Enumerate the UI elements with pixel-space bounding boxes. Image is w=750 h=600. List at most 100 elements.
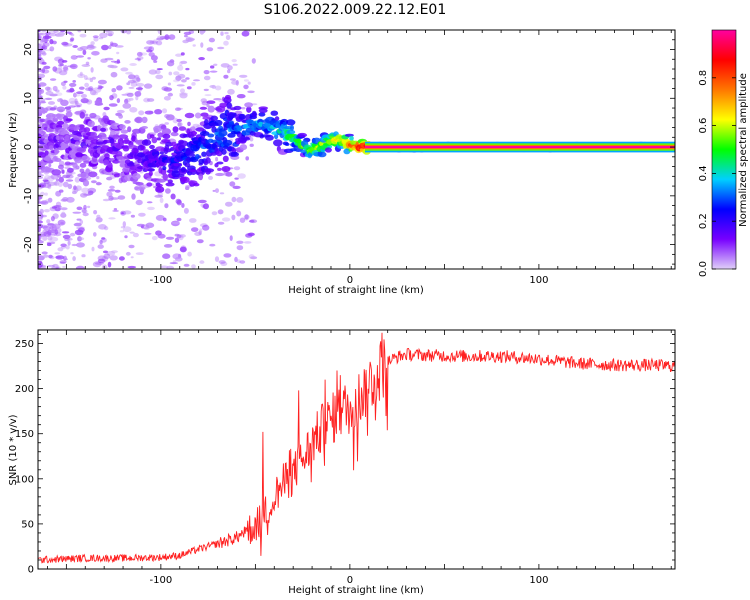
spectrogram-cell [69,100,79,105]
spectrogram-cell [41,30,47,33]
spectrogram-cell [192,44,196,47]
spectrogram-cell [61,60,68,63]
spectrogram-tone-band [365,146,675,149]
spectrogram-cell [138,110,145,116]
spectrogram-cell [39,101,47,104]
spectrogram-cell [209,243,216,247]
spectrogram-cell [107,261,112,268]
colorbar-tick-label: 0.0 [698,261,709,277]
spectrogram-cell [126,82,131,86]
spectrogram-cell [60,81,66,87]
spectrogram-cell [101,44,109,51]
snr-xtick-label: 0 [347,575,353,586]
spectrogram-cell [122,221,127,228]
spectrogram-cell [185,186,190,190]
colorbar-frame [711,29,737,270]
spectrogram-cell [166,265,174,269]
spectrogram-cell [66,89,75,93]
spectrogram-cell [62,66,69,72]
spectrogram-cell [75,103,83,107]
spectrogram-cell [143,232,152,235]
spectrogram-cell [110,41,114,46]
snr-ytick-label: 50 [21,519,34,530]
spectrogram-cell [147,168,155,172]
spectrogram-cell [234,177,239,180]
spectrogram-cell [216,161,224,165]
spectrogram-cell [349,135,354,141]
spectrogram-cell [155,74,164,80]
spectrogram-cell [108,103,118,107]
spectrogram-cell [204,94,212,97]
spectrogram-cell [39,201,47,205]
spectrogram-cell [43,180,50,185]
spectrogram-cell [115,150,123,158]
snr-ytick-label: 200 [15,384,34,395]
spectrogram-cell [53,232,62,237]
spectrogram-cell [210,115,218,122]
spectrogram-cell [102,198,110,202]
spectrogram-cell [120,226,125,229]
spectrogram-cell [156,37,164,41]
spectrogram-cell [136,77,141,82]
spectrogram-cell [54,227,62,234]
spectrogram-cell [59,30,66,33]
spectrogram-cell [145,222,155,229]
spectrogram-cell [231,80,239,85]
spectrogram-cell [265,134,274,141]
spectrogram-cell [203,203,209,210]
spectrogram-cell [70,33,75,37]
spectrogram-cell [107,189,116,192]
spectrogram-cell [84,75,88,81]
spectrogram-cell [48,163,52,168]
spectrogram-cell [196,239,204,244]
spectrogram-cell [239,260,246,264]
spectrogram-cell [76,91,84,95]
spectrogram-cell [78,237,85,241]
spectrogram-cell [284,142,290,146]
spectrogram-cell [118,256,125,261]
spectrogram-cell [228,120,234,125]
spectrogram-cell [155,214,165,221]
spectrogram-cell [149,40,157,44]
colorbar-tick-label: 0.2 [698,213,709,229]
spectrogram-cell [270,110,279,116]
spectrogram-cell [227,69,231,74]
spectrogram-cell [203,88,209,92]
spectrogram-cell [76,242,85,248]
spectrogram-cell [220,261,228,266]
spectrogram-cell [51,206,58,209]
spectrogram-cell [114,189,121,193]
spectrogram-cell [167,179,173,184]
spectrogram-cell [161,128,172,135]
spectrogram-cell [79,71,83,77]
spectrogram-cell [167,92,173,97]
spectrogram-cell [216,150,223,157]
spectrogram-cell [180,52,185,56]
spectrogram-cell [162,166,167,171]
spectrogram-cell [78,86,85,90]
spectrogram-cell [73,185,77,190]
spectrogram-cell [128,97,134,101]
spectrogram-cell [54,158,62,162]
spectrogram-cell [54,56,63,62]
spectrogram-cell [241,136,250,140]
spectrogram-cell [135,87,144,90]
spectrogram-cell [219,192,225,195]
spectrogram-cell [41,214,47,218]
spectrogram-cell [127,80,136,84]
spectrogram-cell [286,119,296,126]
spectrogram-cell [115,112,123,117]
spectrogram-cell [172,260,177,263]
spectrogram-cell [179,246,187,253]
spectrogram-cell [92,35,99,39]
spectrogram-cell [155,230,162,236]
spectrogram-cell [108,195,114,201]
spectrogram-cell [127,265,137,269]
spectrogram-cell [42,107,49,113]
spectrogram-cell [225,34,231,41]
spectrogram-cell [155,40,163,46]
spectrogram-cell [274,116,280,121]
spectrogram-cell [90,41,95,46]
spectrogram-cell [146,40,155,45]
spectrogram-cell [199,131,210,136]
